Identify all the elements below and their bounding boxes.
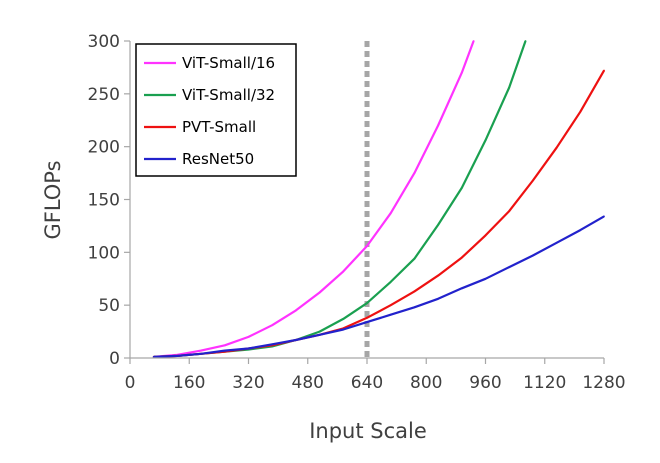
data-point <box>484 234 487 237</box>
data-point <box>532 254 534 257</box>
series-resnet50 <box>152 215 605 358</box>
data-point <box>508 86 511 89</box>
data-point <box>603 215 605 218</box>
legend-label: ViT-Small/16 <box>182 54 275 72</box>
data-point <box>437 223 439 226</box>
data-point <box>366 302 368 304</box>
data-point <box>437 274 439 277</box>
y-tick-label: 200 <box>88 138 120 158</box>
data-point <box>484 277 487 280</box>
data-point <box>413 257 416 260</box>
tick-labels: 0 50 100 150 200 250 300 0 160 320 480 640 800 960 112… <box>88 32 626 393</box>
data-point <box>508 210 511 213</box>
series-line <box>153 215 605 358</box>
data-point <box>437 297 439 300</box>
data-point <box>555 241 558 244</box>
x-tick-label: 480 <box>292 373 324 393</box>
data-point <box>247 335 250 338</box>
data-point <box>532 179 534 182</box>
data-point <box>342 270 345 273</box>
data-point <box>366 316 368 319</box>
data-point <box>460 71 463 74</box>
data-point <box>200 352 203 355</box>
data-point <box>472 40 475 42</box>
data-point <box>271 343 274 346</box>
y-tick-label: 250 <box>88 85 120 105</box>
x-tick-label: 160 <box>173 373 205 393</box>
data-point <box>413 172 416 174</box>
x-tick-label: 0 <box>125 373 136 393</box>
data-point <box>389 304 392 307</box>
x-tick-label: 1120 <box>523 373 566 393</box>
data-point <box>200 349 203 352</box>
series-layer <box>152 40 605 358</box>
data-point <box>389 281 392 283</box>
y-tick-label: 300 <box>88 32 120 52</box>
data-point <box>603 69 605 72</box>
data-point <box>318 291 321 294</box>
legend: ViT-Small/16 ViT-Small/32 PVT-Small ResNet5… <box>135 43 297 177</box>
data-point <box>524 40 527 42</box>
data-point <box>318 333 321 336</box>
y-axis-title: GFLOPs <box>41 160 65 239</box>
legend-label: PVT-Small <box>182 118 256 136</box>
x-tick-label: 800 <box>410 373 442 393</box>
data-point <box>152 356 155 358</box>
data-point <box>295 339 297 341</box>
data-point <box>271 324 274 327</box>
data-point <box>223 349 226 352</box>
axes-layer <box>124 40 605 364</box>
y-tick-label: 100 <box>88 243 120 263</box>
data-point <box>413 290 416 293</box>
y-tick-label: 0 <box>109 349 120 369</box>
data-point <box>460 287 463 290</box>
data-point <box>460 256 463 259</box>
x-tick-label: 320 <box>232 373 264 393</box>
data-point <box>318 330 321 333</box>
data-point <box>389 212 392 215</box>
data-point <box>389 313 392 316</box>
data-point <box>342 318 345 320</box>
data-point <box>579 229 582 232</box>
x-tick-label: 640 <box>351 373 383 393</box>
data-point <box>223 344 226 347</box>
data-point <box>366 321 368 323</box>
data-point <box>460 186 463 189</box>
data-point <box>247 347 250 350</box>
data-point <box>484 139 487 142</box>
data-point <box>508 266 511 269</box>
data-point <box>342 328 345 331</box>
legend-label: ResNet50 <box>182 150 254 168</box>
series-vit-small-16 <box>152 40 475 358</box>
data-point <box>579 110 582 113</box>
legend-label: ViT-Small/32 <box>182 86 275 104</box>
data-point <box>366 245 368 247</box>
data-point <box>555 146 558 149</box>
data-point <box>295 309 297 312</box>
data-point <box>413 306 416 309</box>
data-point <box>437 124 439 127</box>
x-tick-label: 1280 <box>582 373 625 393</box>
y-tick-label: 50 <box>98 296 120 316</box>
x-tick-label: 960 <box>469 373 501 393</box>
x-axis-title: Input Scale <box>309 419 427 443</box>
legend-box <box>135 43 297 177</box>
y-tick-label: 150 <box>88 191 120 211</box>
data-point <box>176 354 179 357</box>
